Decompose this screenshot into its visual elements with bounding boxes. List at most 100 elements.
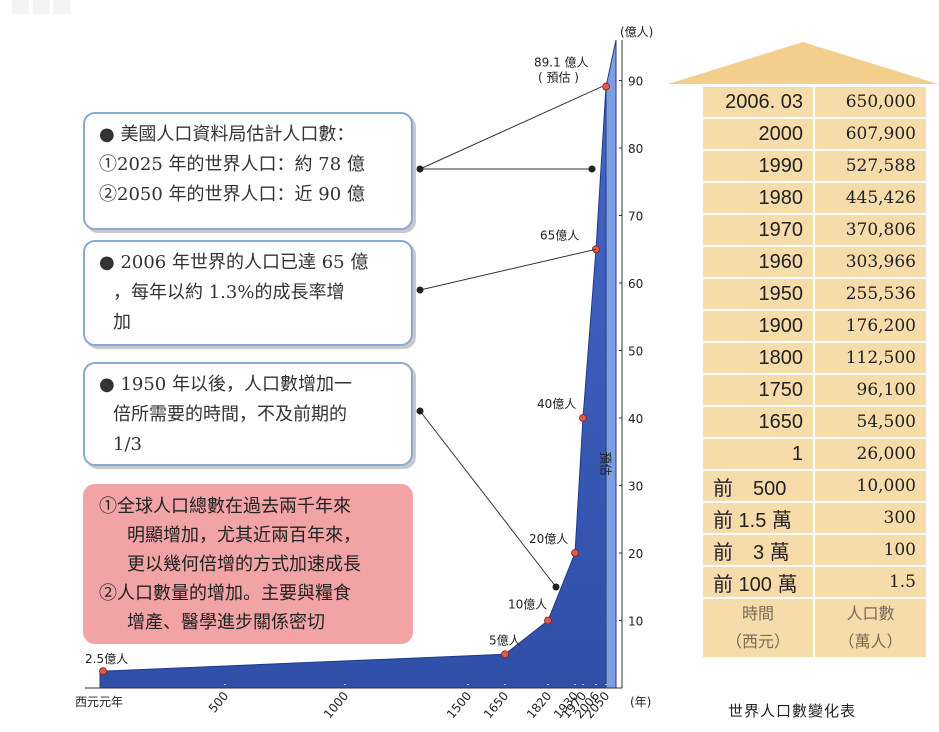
header-year: 時間 （西元） [701,597,815,659]
summary-line5: 增產、醫學進步關係密切 [127,612,325,633]
note-1950-text1: 1950 年以後，人口數增加一 [120,374,352,395]
table-cell-year: 1800 [701,341,815,375]
table-cell-year: 2006. 03 [701,85,815,119]
data-point [99,667,107,676]
table-cell-pop: 26,000 [813,437,928,471]
y-tick-label: 10 [628,615,643,629]
table-cell-pop: 176,200 [813,309,928,343]
summary-line2: 明顯增加，尤其近兩百年來， [127,525,361,546]
table-cell-pop: 1.5 [813,565,928,599]
table-cell-year: 1 [701,437,815,471]
table-caption: 世界人口數變化表 [728,702,857,720]
table-header-row: 時間 （西元） 人口數 （萬人） [701,597,928,659]
header-pop-line2: （萬人） [838,632,903,651]
note-1950-line2: 倍所需要的時間，不及前期的 [113,404,347,425]
data-point-label: 65億人 [540,228,579,242]
header-pop-line1: 人口數 [846,604,895,623]
x-tick-label: 西元元年 [75,695,123,709]
table-cell-year: 1990 [701,149,815,183]
table-cell-year: 1900 [701,309,815,343]
table-cell-pop: 10,000 [813,469,928,503]
note-2006-text1: 2006 年世界的人口已達 65 億 [120,252,369,273]
y-tick-label: 20 [628,547,643,561]
table-row: 1980 445,426 [701,181,928,215]
summary-box: ①全球人口總數在過去兩千年來 明顯增加，尤其近兩百年來， 更以幾何倍增的方式加速… [83,484,413,644]
table-row: 前 100 萬 1.5 [701,565,928,599]
table-cell-year: 1650 [701,405,815,439]
note-1950: ● 1950 年以後，人口數增加一 倍所需要的時間，不及前期的 1/3 [83,362,413,466]
y-unit-label: (億人) [620,25,653,39]
table-roof [668,42,938,84]
note-projection-line3: ②2050 年的世界人口：近 90 億 [99,184,365,205]
table-cell-year: 1980 [701,181,815,215]
note-2006-line2: ，每年以約 1.3%的成長率增 [113,282,345,303]
leader-dot [552,583,560,591]
population-table: 2006. 03 650,000 2000 607,900 1990 527,588 198… [701,85,928,659]
data-point [544,616,552,625]
x-tick-label: 500 [206,689,231,716]
data-point [501,650,509,659]
header-pop: 人口數 （萬人） [813,597,928,659]
table-cell-year: 前 100 萬 [701,565,815,599]
table-row: 1650 54,500 [701,405,928,439]
area-side-face [605,39,617,689]
table-row: 2006. 03 650,000 [701,85,928,119]
x-tick-label: 1820 [524,689,554,721]
leader-dot [416,407,424,415]
data-point-label: 2.5億人 [85,652,128,666]
table-cell-year: 1750 [701,373,815,407]
table-cell-pop: 445,426 [813,181,928,215]
data-point [571,549,579,557]
note-projection-text1: 美國人口資料局估計人口數： [120,124,355,145]
note-2006: ● 2006 年世界的人口已達 65 億 ，每年以約 1.3%的成長率增 加 [83,240,413,346]
table-cell-year: 前 1.5 萬 [701,501,815,535]
note-1950-line3: 1/3 [113,434,142,455]
data-point-label: 10億人 [508,598,547,612]
table-row: 前 1.5 萬 300 [701,501,928,535]
x-unit-label: (年) [630,695,651,709]
table-cell-year: 1960 [701,245,815,279]
leader-dot [416,286,424,294]
table-cell-pop: 303,966 [813,245,928,279]
note-2006-line1: ● 2006 年世界的人口已達 65 億 [99,252,369,273]
leader-dot [416,165,424,173]
x-tick-label: 1650 [481,689,511,721]
summary-line3: 更以幾何倍增的方式加速成長 [127,554,361,575]
summary-line1: ①全球人口總數在過去兩千年來 [99,496,351,517]
data-point-label: 5億人 [489,633,521,647]
table-row: 前 3 萬 100 [701,533,928,567]
y-tick-label: 90 [628,75,643,89]
leader-1950 [419,410,557,588]
table-row: 1800 112,500 [701,341,928,375]
data-point [579,414,587,422]
data-point-sublabel: ( 預估 ) [538,71,579,85]
table-cell-pop: 607,900 [813,117,928,151]
table-row: 1750 96,100 [701,373,928,407]
table-row: 1950 255,536 [701,277,928,311]
table-cell-year: 前 3 萬 [701,533,815,567]
table-cell-pop: 527,588 [813,149,928,183]
table-row: 1990 527,588 [701,149,928,183]
header-year-line1: 時間 [741,604,774,623]
data-point-label: 40億人 [537,397,576,411]
note-projection-line1: ● 美國人口資料局估計人口數： [99,124,355,145]
data-point [602,82,610,91]
table-row: 1900 176,200 [701,309,928,343]
y-tick-label: 80 [628,142,643,156]
projection-label: 預估 [598,452,612,476]
table-row: 1960 303,966 [701,245,928,279]
note-2006-line3: 加 [113,312,131,333]
x-tick-label: 1000 [321,689,351,721]
y-tick-label: 50 [628,345,643,359]
table-cell-pop: 112,500 [813,341,928,375]
leader-projection-2050 [419,86,603,170]
table-cell-pop: 100 [813,533,928,567]
y-tick-label: 40 [628,412,643,426]
table-cell-pop: 54,500 [813,405,928,439]
table-cell-pop: 370,806 [813,213,928,247]
table-row: 2000 607,900 [701,117,928,151]
leader-dot [588,165,596,173]
table-cell-pop: 650,000 [813,85,928,119]
table-cell-year: 1950 [701,277,815,311]
